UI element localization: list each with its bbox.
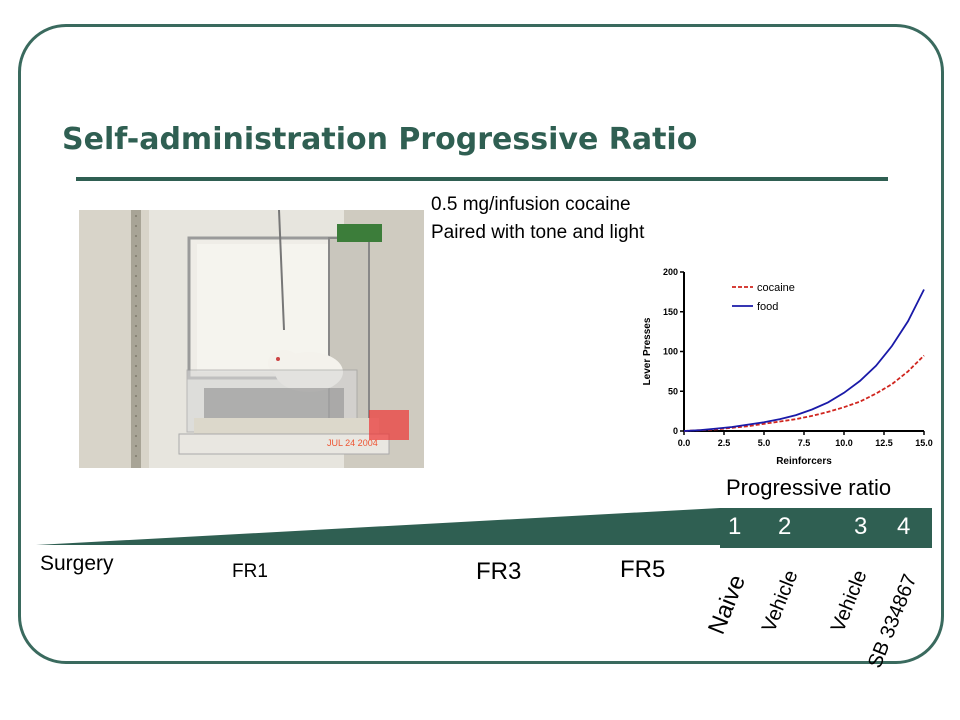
photo-date-stamp: JUL 24 2004 <box>327 438 378 448</box>
x-tick-label: 2.5 <box>718 438 731 448</box>
slide-title: Self-administration Progressive Ratio <box>62 122 698 157</box>
session-number-2: 2 <box>778 513 792 540</box>
progressive-ratio-block <box>720 508 932 548</box>
x-axis-label: Reinforcers <box>776 456 832 467</box>
condition-line-cue: Paired with tone and light <box>431 222 645 243</box>
session-number-1: 1 <box>728 513 742 540</box>
operant-chamber-photo: JUL 24 2004 <box>79 210 424 468</box>
x-tick-label: 12.5 <box>875 438 893 448</box>
progressive-ratio-label: Progressive ratio <box>726 475 892 500</box>
y-tick-label: 150 <box>663 307 678 317</box>
phase-fr1: FR1 <box>232 561 268 582</box>
legend-label-food: food <box>757 301 778 313</box>
session-number-4: 4 <box>897 513 911 540</box>
series-line-food <box>683 289 925 432</box>
y-tick-label: 50 <box>668 386 678 396</box>
timeline-wedge <box>36 508 932 548</box>
lever-press-chart: 0.0 2.5 5.0 7.5 10.0 12.5 15.0 0 50 100 150 200 coc… <box>642 267 933 467</box>
x-tick-label: 7.5 <box>798 438 811 448</box>
y-axis-label: Lever Presses <box>642 317 653 385</box>
phase-surgery: Surgery <box>40 552 114 575</box>
y-tick-label: 0 <box>673 426 678 436</box>
y-tick-label: 200 <box>663 267 678 277</box>
x-tick-label: 5.0 <box>758 438 771 448</box>
training-wedge <box>36 508 720 545</box>
condition-line-dose: 0.5 mg/infusion cocaine <box>431 194 631 215</box>
phase-fr3: FR3 <box>476 558 522 585</box>
phase-fr5: FR5 <box>620 556 666 583</box>
x-tick-label: 15.0 <box>915 438 933 448</box>
series-line-cocaine <box>683 354 925 432</box>
x-tick-label: 0.0 <box>678 438 691 448</box>
x-tick-label: 10.0 <box>835 438 853 448</box>
title-underline <box>76 177 888 181</box>
legend-label-cocaine: cocaine <box>757 282 795 294</box>
y-tick-label: 100 <box>663 347 678 357</box>
slide-frame <box>18 24 944 664</box>
session-number-3: 3 <box>854 513 868 540</box>
